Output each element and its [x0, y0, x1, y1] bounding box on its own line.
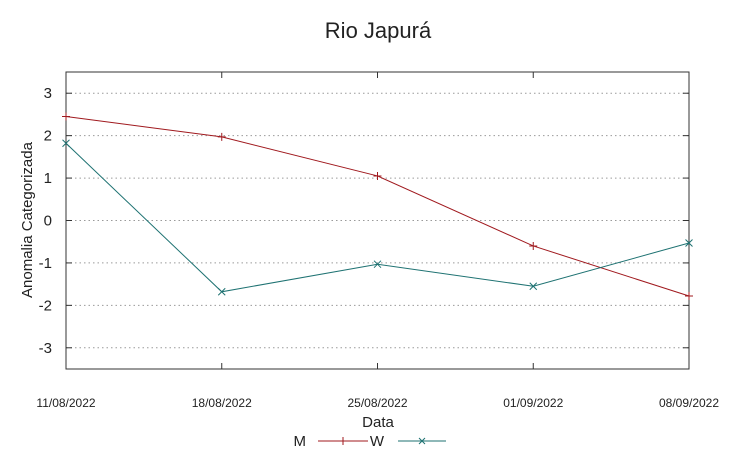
legend-label-w: W — [370, 433, 385, 450]
x-tick-label: 08/09/2022 — [659, 396, 719, 410]
x-tick-label: 18/08/2022 — [192, 396, 252, 410]
legend: M W — [294, 433, 446, 450]
legend-marker-w — [418, 437, 426, 445]
data-point-w — [217, 287, 226, 296]
series — [62, 112, 693, 301]
y-tick-label: 2 — [44, 128, 52, 145]
data-point-w — [529, 282, 538, 291]
data-point-w — [373, 260, 382, 269]
x-tick-label: 11/08/2022 — [36, 396, 95, 410]
y-tick-label: -3 — [39, 340, 52, 357]
y-tick-label: 0 — [44, 213, 52, 230]
series-m — [62, 112, 693, 301]
legend-label-m: M — [294, 433, 307, 450]
series-w — [62, 139, 693, 296]
x-axis-ticks: 11/08/2022 18/08/2022 25/08/2022 01/09/2022… — [36, 72, 719, 410]
chart-title: Rio Japurá — [325, 18, 432, 43]
x-tick-label: 01/09/2022 — [503, 396, 563, 410]
data-point-m — [685, 292, 693, 301]
data-point-m — [62, 112, 70, 121]
data-point-w — [62, 139, 70, 148]
x-axis-label: Data — [362, 414, 394, 431]
y-axis-label: Anomalia Categorizada — [19, 141, 36, 298]
data-point-m — [529, 241, 538, 250]
y-tick-label: -1 — [39, 255, 52, 272]
legend-marker-m — [339, 437, 347, 445]
y-tick-label: 1 — [44, 170, 52, 187]
grid — [66, 92, 689, 349]
y-axis-ticks: 3 2 1 0 -1 -2 -3 — [39, 85, 689, 357]
data-point-m — [373, 171, 382, 180]
y-tick-label: -2 — [39, 297, 52, 314]
x-tick-label: 25/08/2022 — [347, 396, 407, 410]
data-point-m — [217, 132, 226, 141]
y-tick-label: 3 — [44, 85, 52, 102]
series-line-w — [65, 142, 690, 293]
data-point-w — [685, 239, 693, 247]
